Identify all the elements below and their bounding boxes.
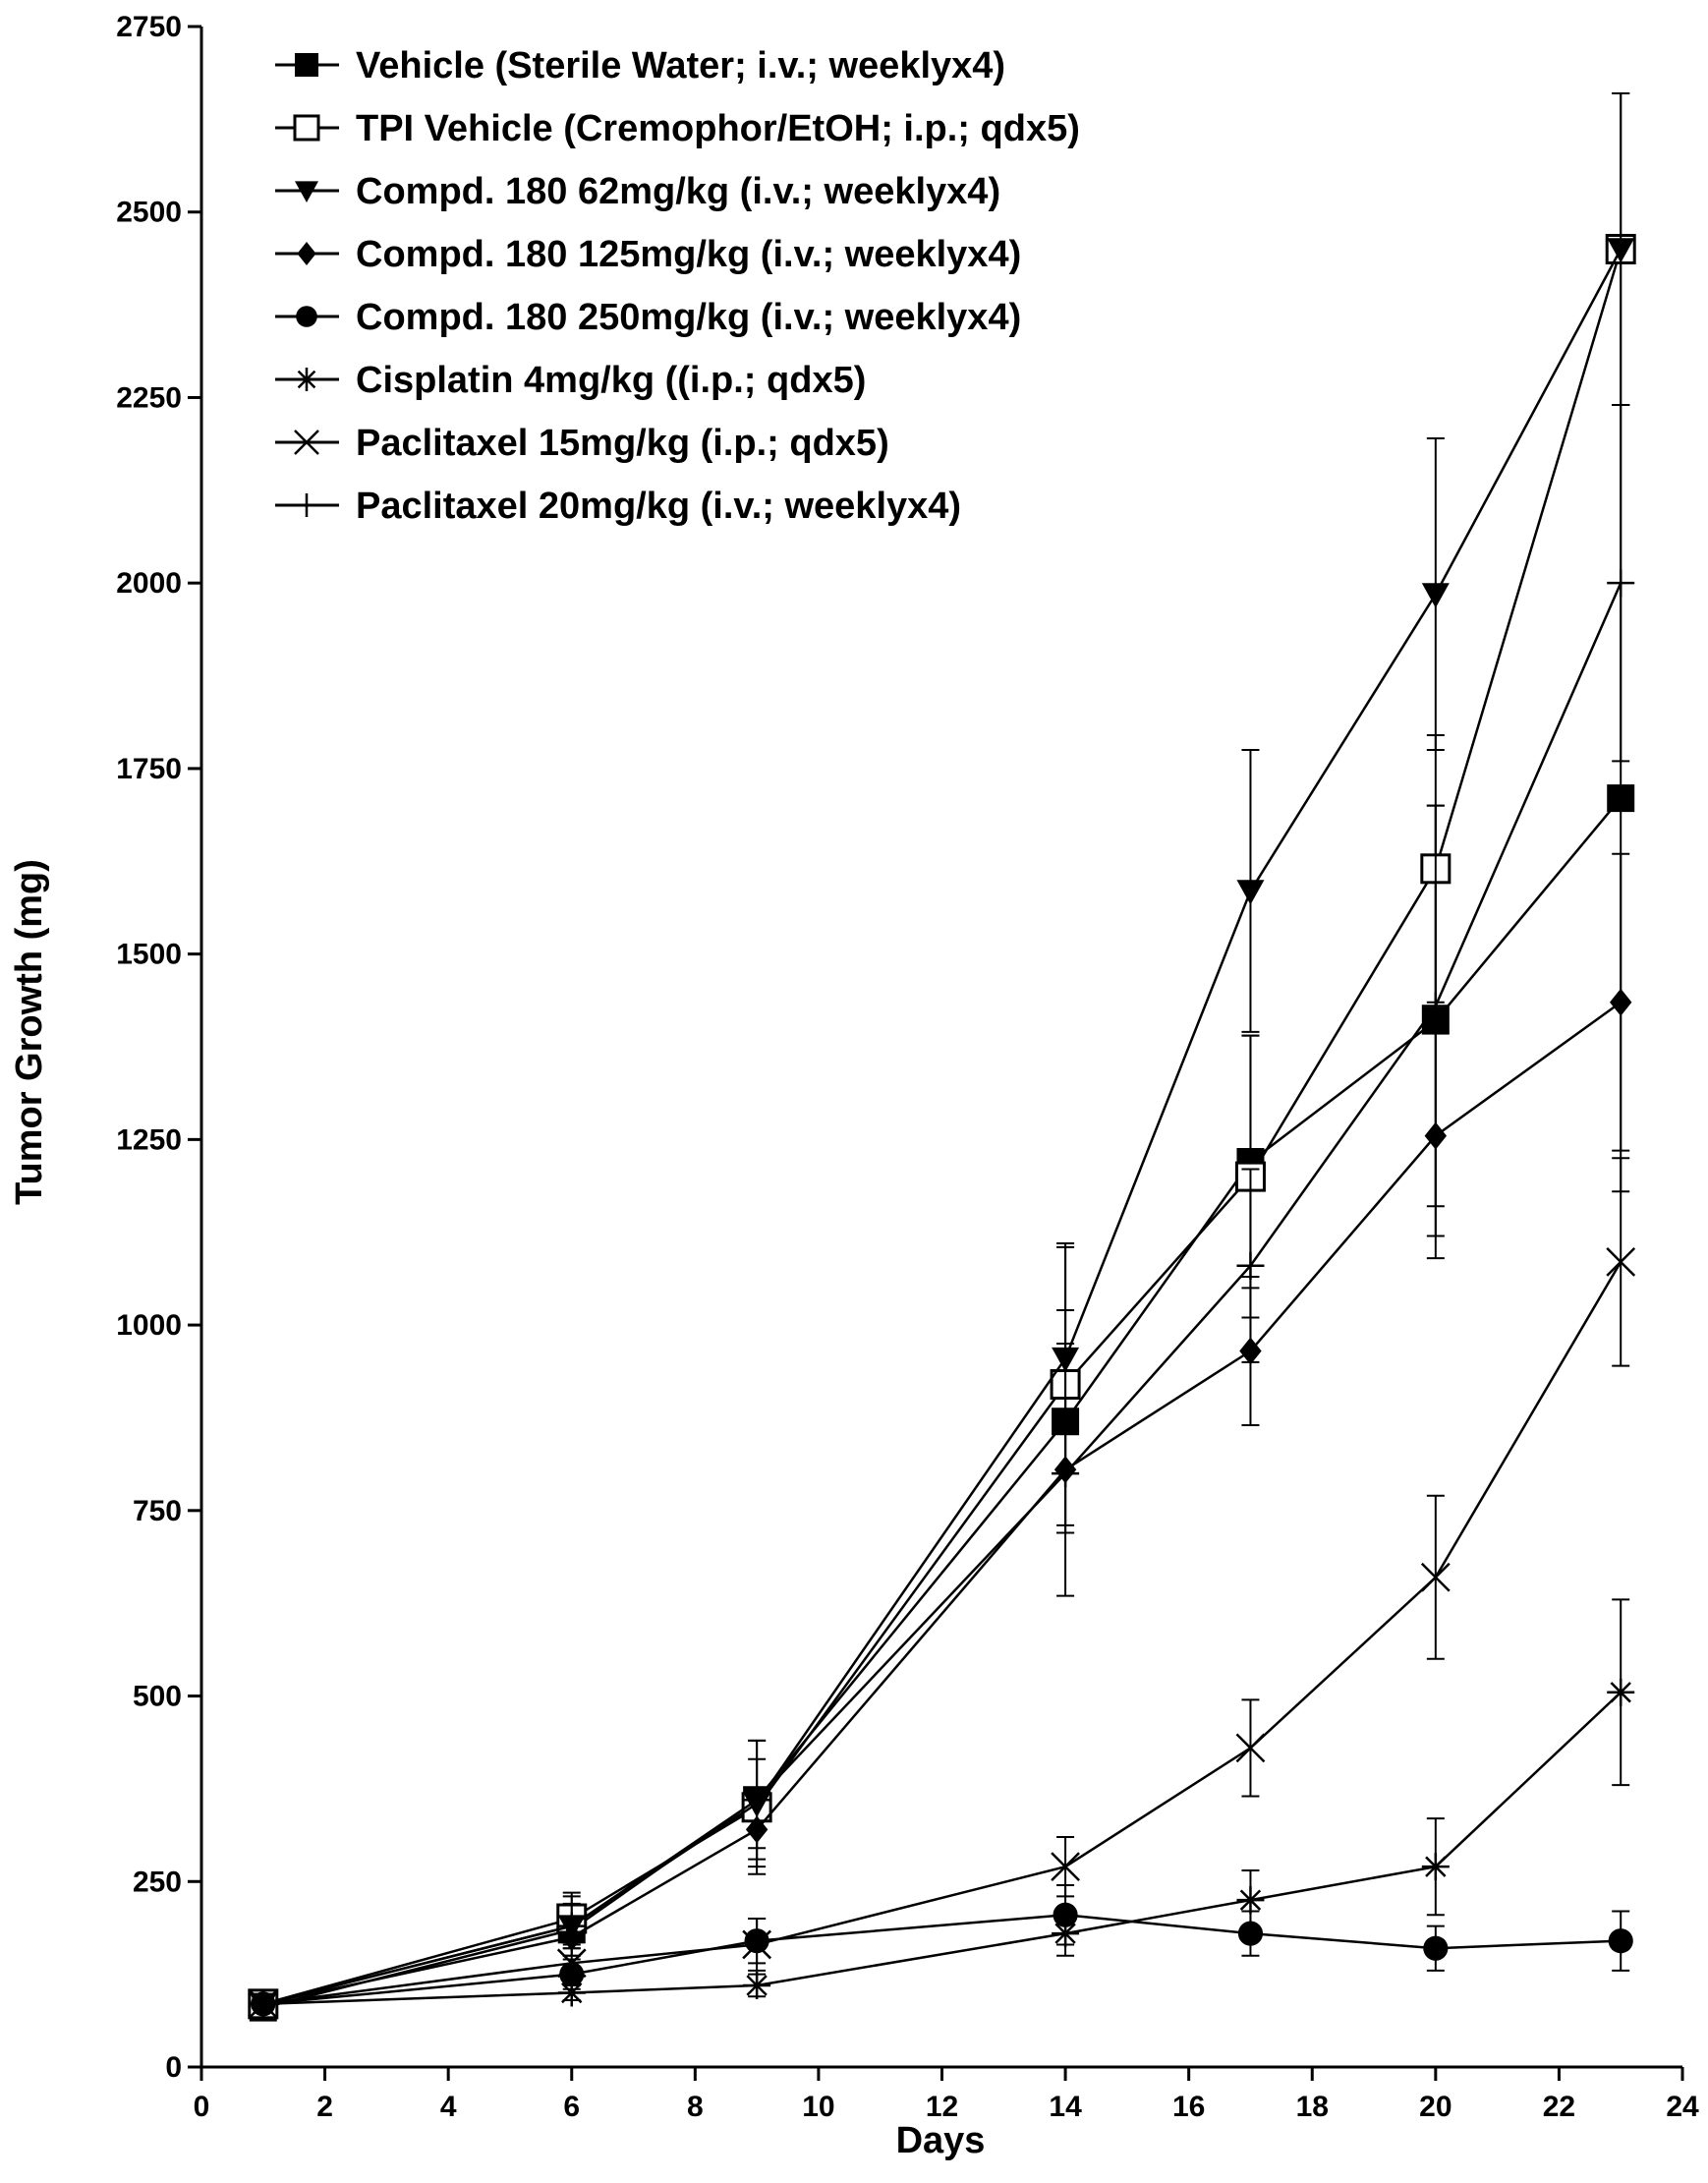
x-tick-label: 8: [687, 2091, 704, 2123]
x-tick-label: 10: [802, 2091, 834, 2123]
data-point: [295, 53, 318, 77]
legend-entry-4: Compd. 180 125mg/kg (i.v.; weeklyx4): [275, 234, 1021, 275]
legend-label: Paclitaxel 15mg/kg (i.p.; qdx5): [356, 423, 889, 464]
legend-label: Compd. 180 125mg/kg (i.v.; weeklyx4): [356, 234, 1021, 275]
circle-marker: [1609, 1928, 1633, 1953]
x-tick-label: 24: [1666, 2091, 1699, 2123]
legend-entry-2: TPI Vehicle (Cremophor/EtOH; i.p.; qdx5): [275, 108, 1080, 149]
x-tick-label: 16: [1172, 2091, 1205, 2123]
data-point: [295, 368, 318, 391]
circle-marker: [1423, 1936, 1448, 1961]
x-tick-label: 6: [563, 2091, 580, 2123]
x-tick-label: 22: [1543, 2091, 1575, 2123]
legend-label: Vehicle (Sterile Water; i.v.; weeklyx4): [356, 45, 1005, 86]
legend-label: Compd. 180 62mg/kg (i.v.; weeklyx4): [356, 171, 1000, 212]
y-tick-label: 2750: [116, 11, 182, 43]
y-tick-label: 500: [133, 1681, 182, 1713]
x-tick-label: 20: [1419, 2091, 1452, 2123]
square-marker: [295, 53, 318, 77]
x-tick-label: 4: [440, 2091, 457, 2123]
x-tick-label: 18: [1296, 2091, 1329, 2123]
y-tick-label: 2000: [116, 567, 182, 600]
legend-label: Paclitaxel 20mg/kg (i.v.; weeklyx4): [356, 486, 961, 527]
x-tick-label: 2: [316, 2091, 333, 2123]
y-tick-label: 1250: [116, 1123, 182, 1156]
y-tick-label: 2250: [116, 381, 182, 414]
legend-entry-3: Compd. 180 62mg/kg (i.v.; weeklyx4): [275, 171, 1000, 212]
legend-label: TPI Vehicle (Cremophor/EtOH; i.p.; qdx5): [356, 108, 1080, 149]
data-point: [296, 306, 317, 327]
data-point: [295, 116, 318, 140]
legend-entry-8: Paclitaxel 20mg/kg (i.v.; weeklyx4): [275, 486, 961, 527]
square-marker: [1607, 784, 1634, 812]
y-tick-label: 1000: [116, 1309, 182, 1342]
asterisk-marker: [295, 368, 318, 391]
data-point: [1607, 784, 1634, 812]
data-point: [1423, 1936, 1448, 1961]
open-square-marker: [295, 116, 318, 140]
legend-label: Cisplatin 4mg/kg ((i.p.; qdx5): [356, 360, 866, 401]
x-tick-label: 14: [1049, 2091, 1082, 2123]
legend-entry-5: Compd. 180 250mg/kg (i.v.; weeklyx4): [275, 297, 1021, 338]
x-tick-label: 12: [926, 2091, 958, 2123]
circle-marker: [296, 306, 317, 327]
y-tick-label: 0: [165, 2051, 182, 2084]
y-tick-label: 250: [133, 1866, 182, 1898]
legend-entry-6: Cisplatin 4mg/kg ((i.p.; qdx5): [275, 360, 866, 401]
data-point: [1609, 1928, 1633, 1953]
y-axis-label: Tumor Growth (mg): [9, 859, 50, 1205]
legend-entry-1: Vehicle (Sterile Water; i.v.; weeklyx4): [275, 45, 1005, 86]
y-tick-label: 750: [133, 1495, 182, 1527]
x-tick-label: 0: [194, 2091, 210, 2123]
x-axis-label: Days: [896, 2120, 986, 2161]
legend-label: Compd. 180 250mg/kg (i.v.; weeklyx4): [356, 297, 1021, 338]
y-tick-label: 1500: [116, 939, 182, 971]
legend-entry-7: Paclitaxel 15mg/kg (i.p.; qdx5): [275, 423, 889, 464]
y-tick-label: 1750: [116, 753, 182, 785]
y-tick-label: 2500: [116, 197, 182, 229]
